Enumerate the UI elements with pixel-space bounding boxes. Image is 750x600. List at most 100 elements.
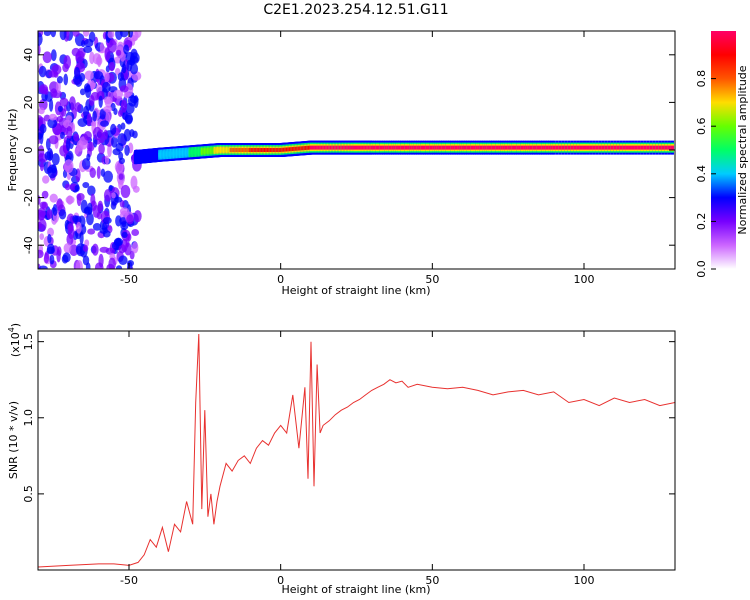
spectrogram-ridge-cell — [523, 145, 527, 150]
spectrogram-cell — [133, 95, 139, 108]
spectrogram-cell — [64, 183, 71, 191]
spectrogram-cell — [103, 96, 113, 105]
spectrogram-cell — [128, 31, 133, 38]
spectrogram-ridge-cell — [488, 145, 492, 150]
spectrogram-ridge-cell — [425, 145, 429, 150]
spectrogram-ridge-cell — [409, 145, 413, 150]
spectrogram-cell — [56, 76, 63, 84]
spectrogram-ridge-cell — [323, 145, 327, 150]
colorbar-ticks: 0.0 0.2 0.4 0.6 0.8 — [695, 70, 716, 278]
spectrogram-ridge-cell — [366, 145, 370, 150]
spectrogram-y-tick-label: -40 — [22, 236, 35, 254]
spectrogram-cell — [89, 80, 96, 90]
spectrogram-cell — [124, 113, 133, 125]
spectrogram-cell — [84, 70, 94, 81]
spectrogram-ridge-cell — [386, 145, 390, 150]
spectrogram-cell — [43, 252, 50, 264]
spectrogram-ridge-cell — [637, 145, 641, 150]
spectrogram-ridge-cell — [420, 145, 424, 150]
spectrogram-ridge-cell — [337, 145, 341, 150]
snr-y-tick-label: 1.5 — [22, 333, 35, 351]
spectrogram-ridge-cell — [552, 145, 556, 150]
spectrogram-ridge-cell — [416, 145, 420, 150]
spectrogram-y-ticks: -40 -20 0 20 40 — [22, 48, 675, 254]
spectrogram-cell — [108, 184, 113, 192]
spectrogram-cell — [52, 204, 58, 216]
spectrogram-ridge-cell — [325, 145, 329, 150]
spectrogram-cell — [65, 195, 75, 204]
spectrogram-y-tick-label: 0 — [22, 147, 35, 154]
spectrogram-cell — [39, 233, 45, 240]
snr-x-ticks: -50 0 50 100 — [120, 331, 595, 587]
spectrogram-cell — [42, 175, 50, 184]
spectrogram-cell — [104, 155, 110, 165]
spectrogram-cell — [74, 66, 81, 80]
spectrogram-cell — [103, 189, 112, 202]
spectrogram-ridge-cell — [558, 145, 562, 150]
spectrogram-ridge-cell — [670, 145, 674, 150]
spectrogram-ridge-cell — [311, 145, 315, 150]
spectrogram-ridge-cell — [418, 145, 422, 150]
spectrogram-ridge-cell — [622, 145, 626, 150]
spectrogram-cell — [76, 193, 82, 207]
spectrogram-cell — [116, 49, 122, 56]
spectrogram-cell — [83, 45, 93, 54]
spectrogram-cell — [97, 200, 104, 212]
spectrogram-cell — [102, 221, 108, 233]
spectrogram-cell — [118, 173, 124, 180]
spectrogram-ridge-cell — [329, 145, 333, 150]
spectrogram-cell — [92, 223, 102, 231]
spectrogram-cell — [74, 184, 80, 192]
spectrogram-ridge-cell — [482, 145, 486, 150]
spectrogram-ridge-cell — [592, 145, 596, 150]
spectrogram-cell — [76, 140, 84, 152]
spectrogram-cell — [110, 123, 117, 136]
spectrogram-ridge-cell — [338, 145, 342, 150]
spectrogram-cell — [65, 115, 73, 123]
spectrogram-cell — [79, 88, 86, 96]
spectrogram-cell — [127, 233, 132, 241]
spectrogram-ridge-cell — [516, 145, 520, 150]
spectrogram-cell — [38, 207, 46, 221]
spectrogram-cell — [63, 55, 71, 69]
colorbar-tick-label: 0.0 — [695, 260, 708, 278]
spectrogram-ridge-cell — [495, 145, 499, 150]
spectrogram-ridge-cell — [319, 145, 323, 150]
spectrogram-cell — [75, 50, 85, 63]
spectrogram-cell — [86, 212, 94, 226]
spectrogram-ridge-cell — [466, 145, 470, 150]
spectrogram-ridge-cell — [317, 145, 321, 150]
spectrogram-cell — [131, 228, 140, 236]
spectrogram-ridge-cell — [369, 145, 373, 150]
spectrogram-ridge-cell — [527, 145, 531, 150]
spectrogram-cell — [63, 73, 69, 86]
spectrogram-cell — [85, 262, 91, 269]
spectrogram-cell — [115, 215, 122, 227]
spectrogram-cell — [63, 159, 74, 174]
spectrogram-cell — [90, 91, 100, 101]
spectrogram-ridge-cell — [604, 145, 608, 150]
spectrogram-ridge-cell — [457, 145, 461, 150]
spectrogram-cell — [62, 252, 71, 263]
spectrogram-ridge-cell — [372, 145, 376, 150]
spectrogram-ridge-cell — [391, 145, 395, 150]
spectrogram-ridge-cell — [461, 145, 465, 150]
spectrogram-cell — [107, 143, 112, 158]
spectrogram-cell — [123, 44, 130, 55]
spectrogram-ridge-cell — [322, 145, 326, 150]
spectrogram-x-label: Height of straight line (km) — [281, 284, 430, 297]
spectrogram-ridge-cell — [595, 145, 599, 150]
spectrogram-cell — [82, 181, 90, 189]
spectrogram-cell — [48, 70, 58, 78]
spectrogram-cell — [120, 99, 128, 113]
snr-y-multiplier-exponent: 4 — [7, 327, 16, 332]
spectrogram-cell — [50, 49, 57, 62]
spectrogram-cell — [69, 96, 76, 111]
spectrogram-cell — [57, 246, 62, 257]
spectrogram-cell — [49, 81, 59, 94]
spectrogram-ridge-cell — [486, 145, 490, 150]
spectrogram-ridge-cell — [539, 145, 543, 150]
spectrogram-ridge-cell — [507, 145, 511, 150]
spectrogram-ridge-cell — [543, 145, 547, 150]
spectrogram-ridge-cell — [667, 145, 671, 150]
